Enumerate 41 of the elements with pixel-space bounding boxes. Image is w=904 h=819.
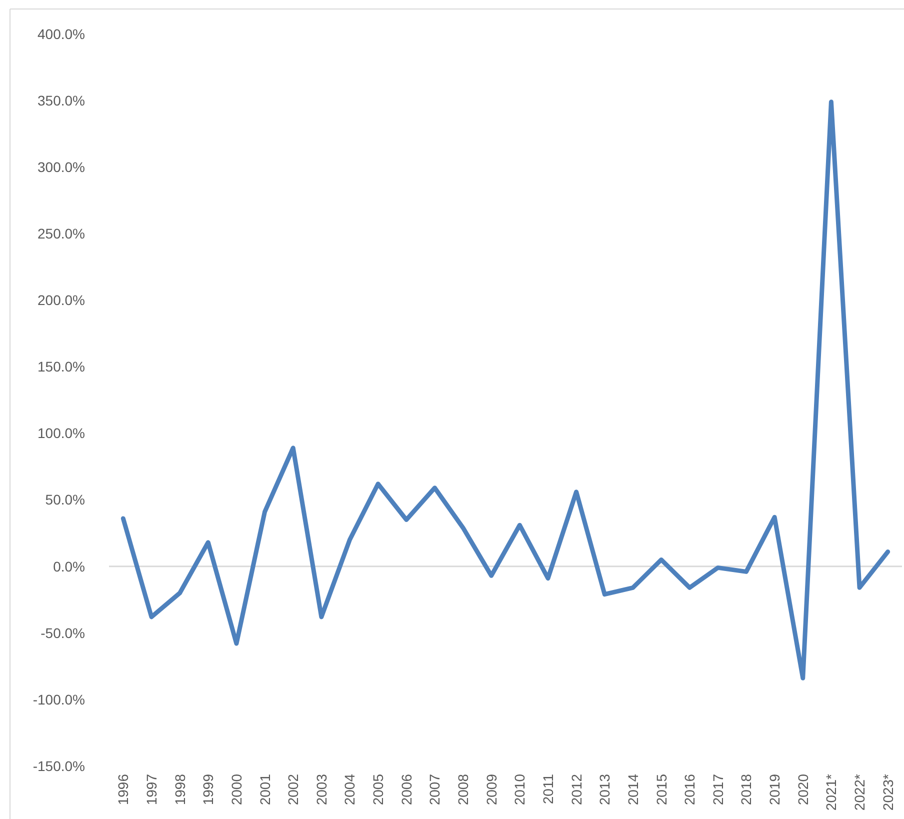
x-tick-label: 1998	[172, 774, 188, 806]
x-tick-label: 2020	[794, 774, 811, 806]
x-tick-label: 2014	[624, 774, 641, 806]
x-tick-label: 1999	[200, 774, 216, 806]
x-tick-label: 2022*	[852, 773, 868, 811]
x-tick-label: 2011	[540, 774, 556, 804]
y-tick-label: 150.0%	[38, 358, 85, 375]
y-tick-label: -50.0%	[40, 624, 85, 641]
x-tick-label: 2012	[568, 774, 584, 806]
x-tick-label: 1997	[143, 774, 160, 806]
y-tick-label: 0.0%	[53, 558, 85, 574]
y-tick-label: 200.0%	[38, 292, 85, 308]
x-tick-label: 2005	[370, 774, 386, 806]
x-tick-label: 2017	[710, 774, 726, 806]
x-tick-label: 2001	[256, 774, 273, 806]
x-tick-label: 2002	[285, 774, 302, 806]
x-tick-label: 2016	[682, 774, 698, 806]
y-tick-label: 400.0%	[38, 26, 85, 42]
y-tick-label: 300.0%	[38, 158, 85, 175]
x-tick-label: 2021*	[823, 773, 840, 811]
y-tick-label: 350.0%	[38, 92, 85, 108]
x-tick-label: 1996	[115, 774, 132, 806]
x-tick-label: 2004	[342, 774, 358, 806]
x-tick-label: 2003	[313, 774, 330, 806]
y-tick-label: -100.0%	[32, 691, 85, 708]
x-tick-label: 2010	[512, 774, 528, 806]
x-tick-label: 2007	[426, 774, 443, 806]
x-tick-label: 2019	[766, 774, 783, 806]
y-tick-label: 250.0%	[38, 226, 85, 242]
x-tick-label: 2013	[596, 774, 613, 806]
y-tick-label: -150.0%	[32, 758, 85, 774]
x-tick-label: 2015	[653, 774, 670, 806]
y-tick-label: 100.0%	[38, 425, 85, 442]
line-series	[120, 100, 890, 680]
x-tick-label: 2023*	[880, 773, 896, 811]
x-tick-label: 2000	[228, 774, 244, 806]
x-tick-label: 2009	[483, 774, 500, 806]
x-tick-label: 2018	[738, 774, 754, 806]
x-tick-label: 2006	[398, 774, 414, 806]
x-tick-label: 2008	[455, 774, 472, 806]
y-tick-label: 50.0%	[45, 492, 85, 508]
